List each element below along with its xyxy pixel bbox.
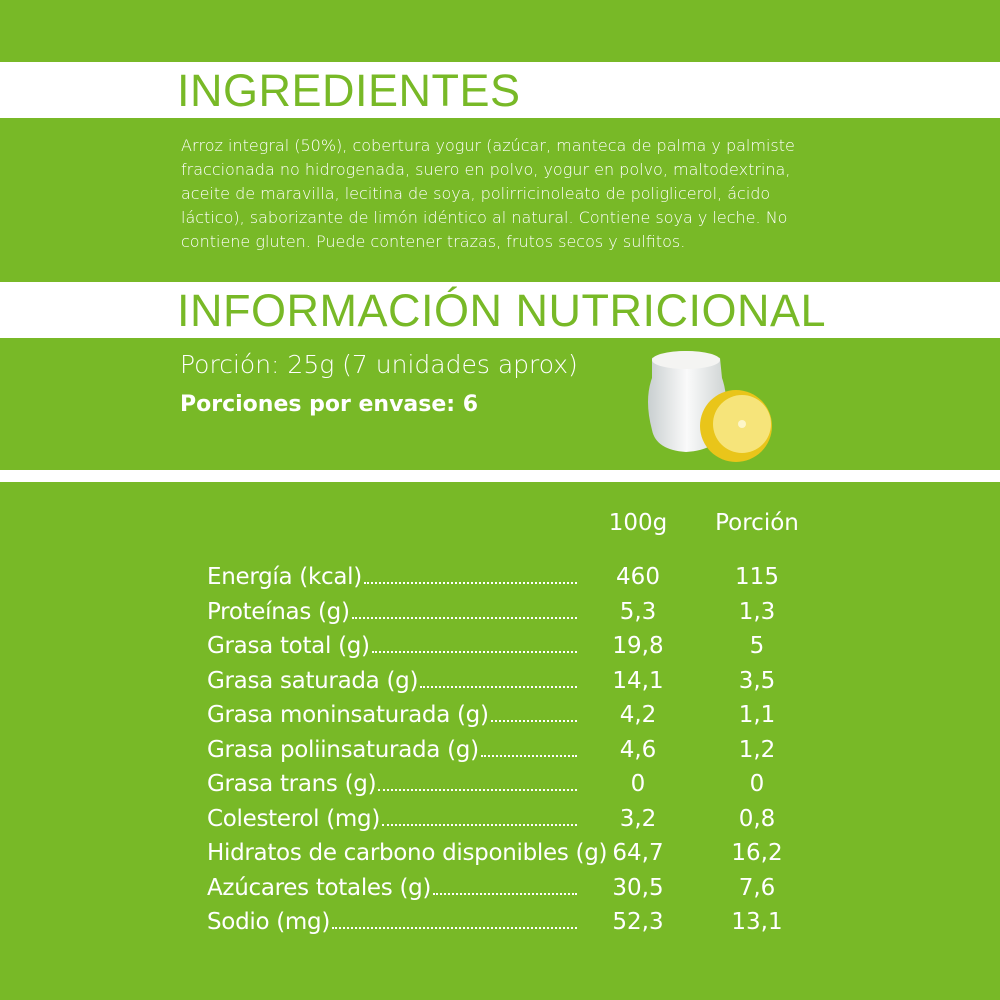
leader-dots bbox=[490, 720, 577, 722]
value-portion: 1,2 bbox=[738, 736, 776, 763]
serving: Porción: 25g (7 unidades aprox) bbox=[180, 350, 578, 379]
value-portion: 1,3 bbox=[738, 598, 776, 625]
value-portion: 115 bbox=[735, 564, 779, 590]
nutrient-cell: Proteínas (g) bbox=[207, 599, 577, 625]
value-portion: 7,6 bbox=[738, 874, 776, 901]
table-row: Grasa trans (g) 0 0 bbox=[207, 767, 807, 801]
table-row: Grasa poliinsaturada (g) 4,6 1,2 bbox=[207, 733, 807, 767]
nutrient-cell: Hidratos de carbono disponibles (g) bbox=[207, 840, 608, 866]
servings-per-container: Porciones por envase: 6 bbox=[180, 392, 479, 417]
column-header: Porción bbox=[715, 510, 799, 536]
value-100g: 4,2 bbox=[619, 702, 657, 728]
value-100g: 3,2 bbox=[619, 805, 657, 832]
nutrient-cell: Grasa total (g) bbox=[207, 633, 577, 659]
table-row: Sodio (mg) 52,3 13,1 bbox=[207, 905, 807, 939]
nutrient-name: Sodio (mg) bbox=[207, 909, 330, 935]
ingredients-line: fraccionada no hidrogenada, suero en pol… bbox=[181, 160, 791, 179]
nutrient-name: Grasa total (g) bbox=[207, 633, 370, 659]
value-portion: 1,1 bbox=[738, 702, 776, 728]
leader-dots bbox=[363, 582, 577, 584]
ingredients-line: aceite de maravilla, lecitina de soya, p… bbox=[181, 184, 771, 203]
nutrient-name: Energía (kcal) bbox=[207, 564, 362, 590]
ingredients-line: Arroz integral (50%), cobertura yogur (a… bbox=[181, 136, 795, 155]
value-100g: 0 bbox=[630, 771, 646, 797]
nutrient-cell: Grasa trans (g) bbox=[207, 771, 577, 797]
table-row: Colesterol (mg) 3,2 0,8 bbox=[207, 802, 807, 836]
table-row: Energía (kcal) 460 115 bbox=[207, 560, 807, 594]
nutrient-name: Hidratos de carbono disponibles (g) bbox=[207, 840, 608, 866]
ingredients-text: Arroz integral (50%), cobertura yogur (a… bbox=[181, 134, 795, 254]
value-portion: 3,5 bbox=[738, 667, 776, 694]
ingredients-title: INGREDIENTES bbox=[177, 65, 521, 116]
value-100g: 5,3 bbox=[619, 598, 657, 625]
leader-dots bbox=[371, 651, 577, 653]
nutrient-name: Grasa poliinsaturada (g) bbox=[207, 736, 479, 763]
nutrition-title: INFORMACIÓN NUTRICIONAL bbox=[177, 285, 827, 336]
nutrient-cell: Colesterol (mg) bbox=[207, 806, 577, 832]
nutrient-name: Grasa trans (g) bbox=[207, 771, 377, 797]
table-row: Azúcares totales (g) 30,5 7,6 bbox=[207, 871, 807, 905]
ingredients-line: contiene gluten. Puede contener trazas, … bbox=[181, 232, 686, 251]
table-row: Hidratos de carbono disponibles (g) 64,7 1… bbox=[207, 836, 807, 870]
table-row: Grasa total (g) 19,8 5 bbox=[207, 629, 807, 663]
value-100g: 4,6 bbox=[619, 736, 657, 763]
value-100g: 52,3 bbox=[612, 909, 664, 935]
leader-dots bbox=[351, 616, 577, 619]
leader-dots bbox=[332, 927, 577, 929]
nutrient-cell: Grasa poliinsaturada (g) bbox=[207, 737, 577, 763]
nutrient-name: Colesterol (mg) bbox=[207, 805, 380, 832]
nutrient-name: Azúcares totales (g) bbox=[207, 874, 432, 901]
table-row: Grasa moninsaturada (g) 4,2 1,1 bbox=[207, 698, 807, 732]
value-100g: 64,7 bbox=[612, 840, 664, 866]
nutrient-name: Grasa saturada (g) bbox=[207, 667, 419, 694]
leader-dots bbox=[480, 754, 577, 757]
nutrient-cell: Energía (kcal) bbox=[207, 564, 577, 590]
value-100g: 19,8 bbox=[612, 633, 664, 659]
value-portion: 0,8 bbox=[738, 805, 776, 832]
title-band bbox=[0, 62, 1000, 118]
nutrient-cell: Sodio (mg) bbox=[207, 909, 577, 935]
nutrient-name: Grasa moninsaturada (g) bbox=[207, 702, 489, 728]
ingredients-line: láctico), saborizante de limón idéntico … bbox=[181, 208, 788, 227]
divider bbox=[0, 470, 1000, 482]
value-portion: 13,1 bbox=[731, 909, 783, 935]
nutrient-cell: Grasa saturada (g) bbox=[207, 668, 577, 694]
value-portion: 0 bbox=[749, 771, 765, 797]
leader-dots bbox=[382, 823, 577, 826]
table-row: Grasa saturada (g) 14,1 3,5 bbox=[207, 664, 807, 698]
title-band bbox=[0, 282, 1000, 338]
value-portion: 16,2 bbox=[731, 840, 783, 866]
column-header: 100g bbox=[608, 510, 668, 536]
value-portion: 5 bbox=[749, 633, 765, 659]
value-100g: 14,1 bbox=[612, 667, 664, 694]
table-header: 100g Porción bbox=[207, 506, 807, 540]
yogurt-lemon-illustration bbox=[648, 351, 772, 462]
nutrient-name: Proteínas (g) bbox=[207, 598, 350, 625]
value-100g: 30,5 bbox=[612, 874, 664, 901]
leader-dots bbox=[433, 892, 577, 895]
leader-dots bbox=[420, 685, 577, 688]
nutrient-cell: Azúcares totales (g) bbox=[207, 875, 577, 901]
table-row: Proteínas (g) 5,3 1,3 bbox=[207, 595, 807, 629]
leader-dots bbox=[378, 789, 577, 791]
value-100g: 460 bbox=[616, 564, 660, 590]
nutrient-cell: Grasa moninsaturada (g) bbox=[207, 702, 577, 728]
